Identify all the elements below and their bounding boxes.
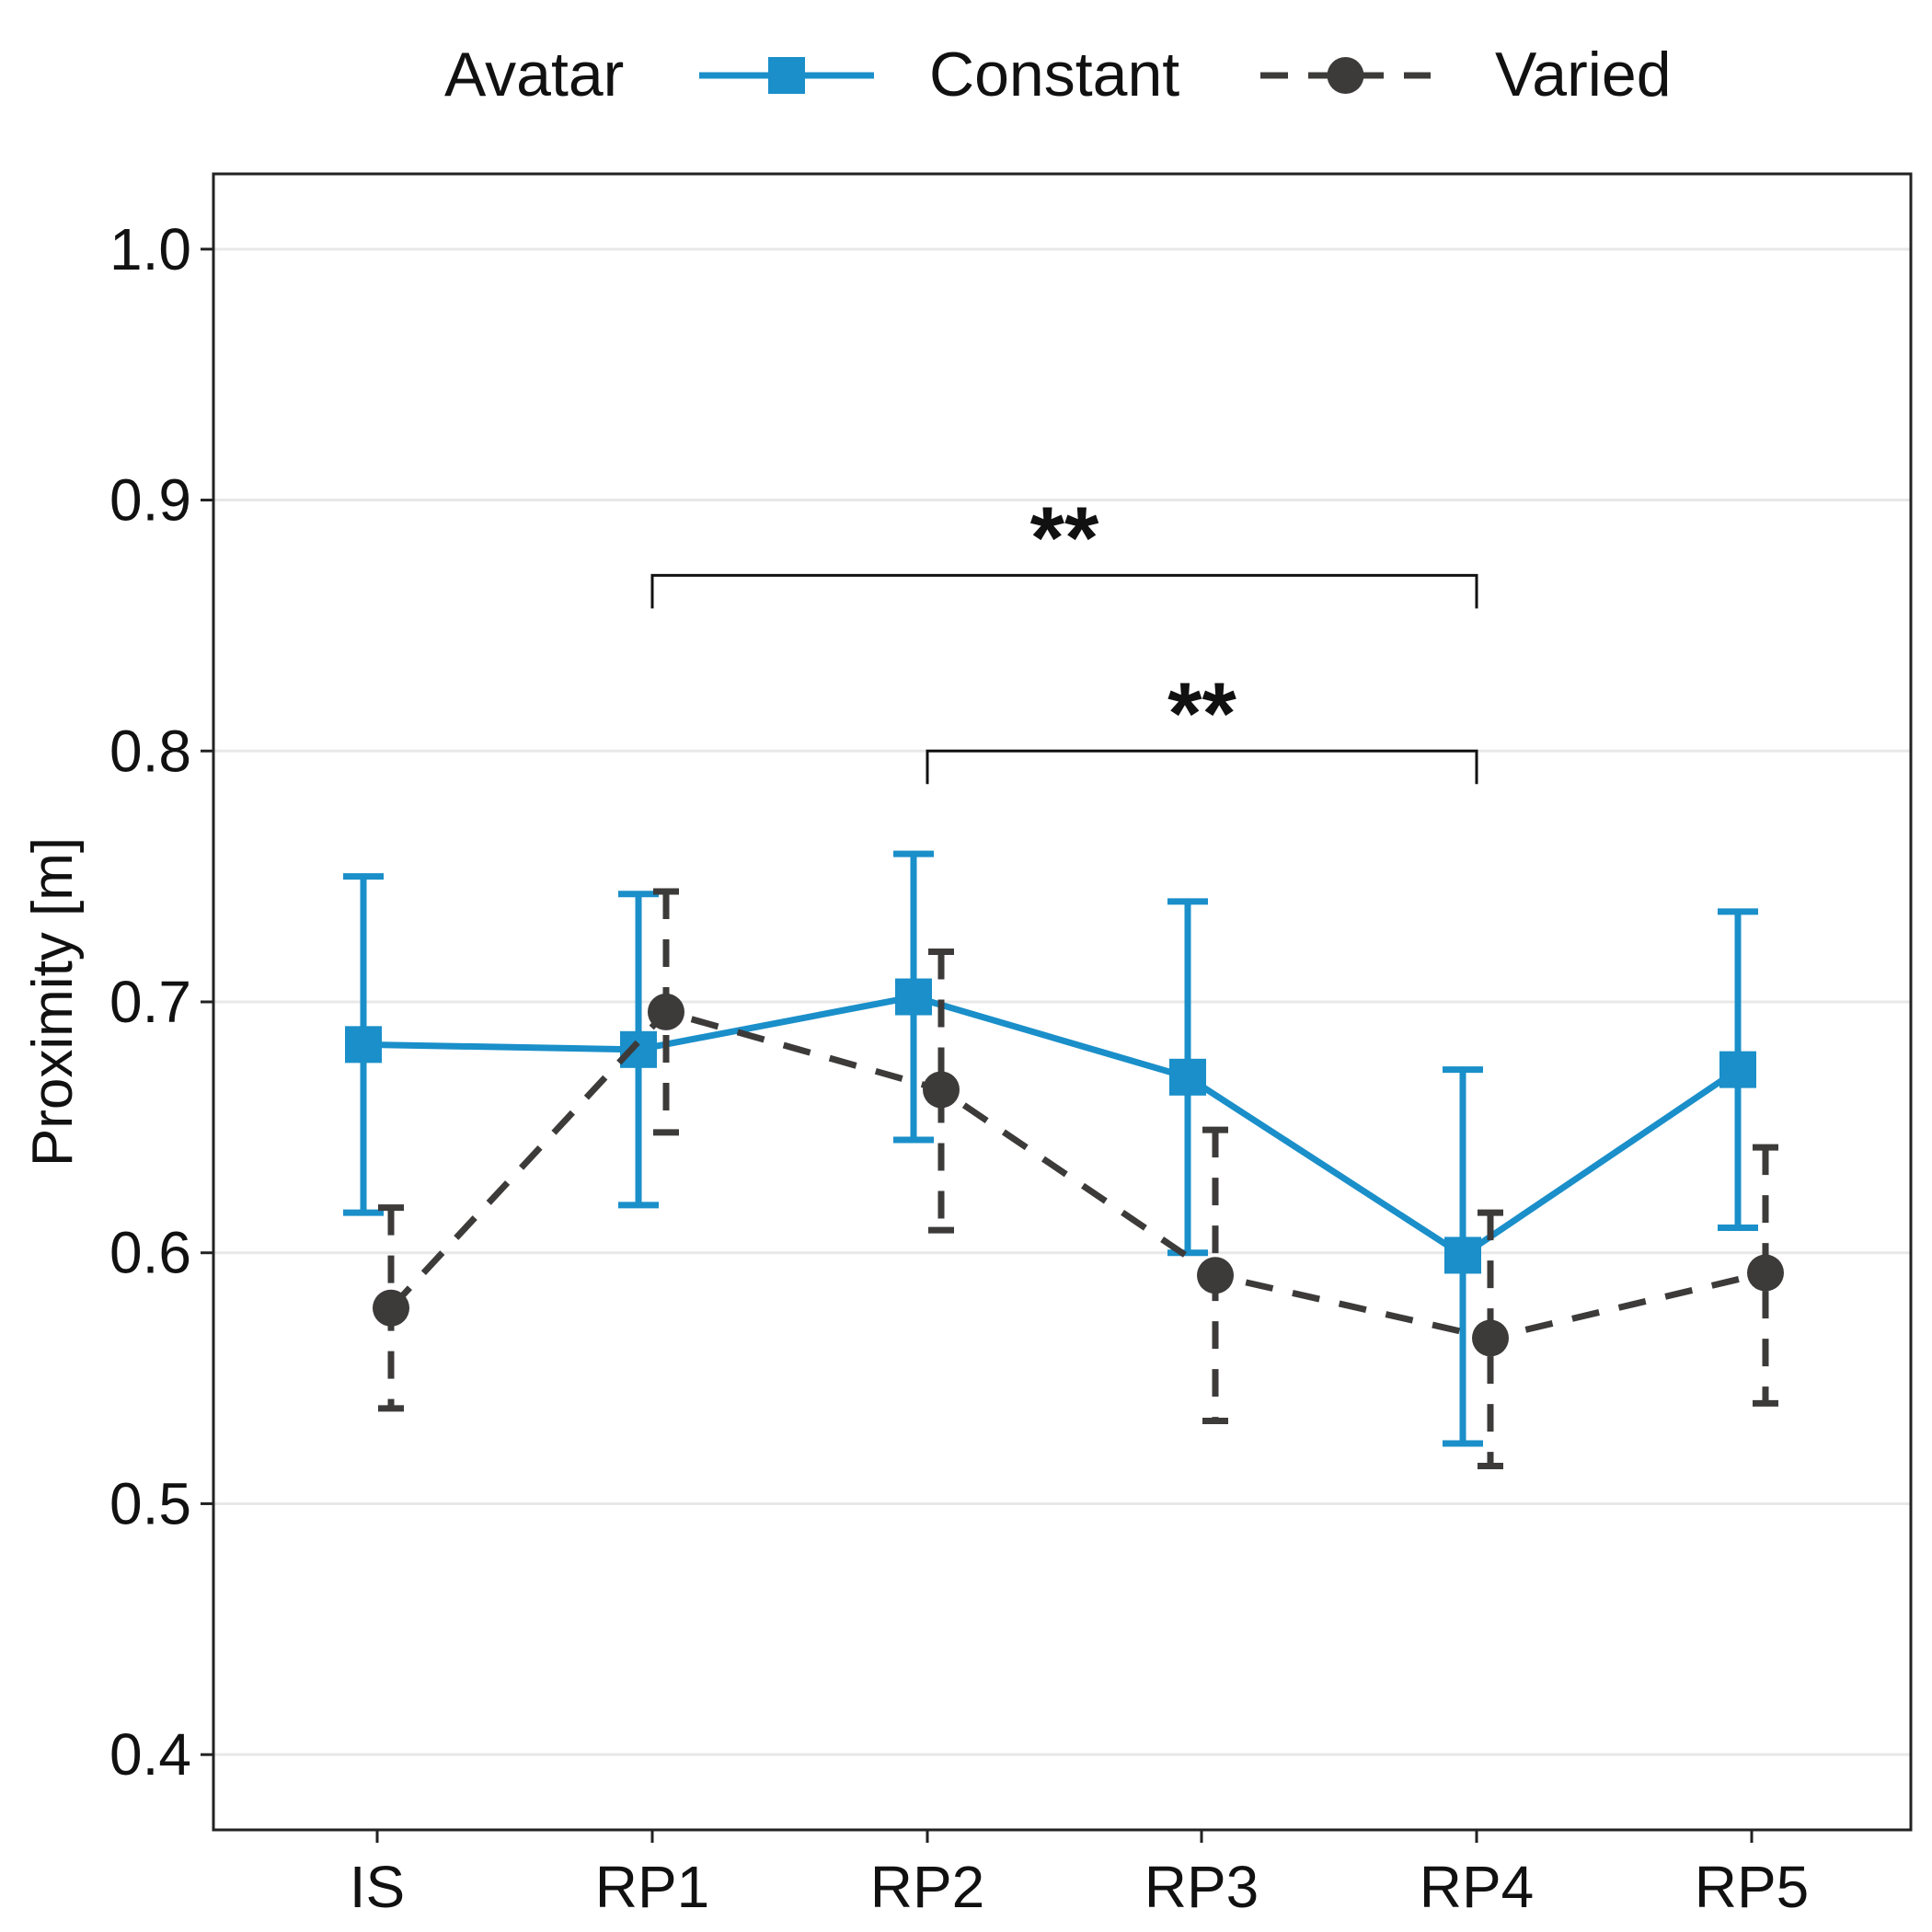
x-tick-label: RP4 (1420, 1854, 1535, 1920)
data-point-varied (1197, 1257, 1234, 1294)
legend: Avatar Constant Varied (444, 40, 1672, 109)
series-constant (343, 850, 1758, 1447)
x-axis: IS RP1 RP2 RP3 RP4 RP5 (350, 1830, 1809, 1920)
data-point-constant (895, 978, 932, 1016)
series-line-constant (362, 994, 1740, 1259)
data-point-constant (620, 1030, 657, 1068)
significance-bracket (650, 573, 1478, 609)
data-point-constant (1169, 1058, 1206, 1096)
significance-label: ** (1030, 489, 1099, 587)
legend-label-varied: Varied (1495, 40, 1672, 109)
series-varied (373, 888, 1784, 1470)
legend-item-constant: Constant (699, 40, 1179, 109)
y-tick-label: 0.7 (109, 969, 191, 1035)
data-point-varied (923, 1071, 960, 1109)
legend-title: Avatar (444, 40, 624, 109)
plot-area: ** ** (212, 172, 1913, 1832)
legend-items: Constant Varied (699, 40, 1672, 109)
data-point-varied (1747, 1254, 1784, 1292)
series-line-varied (388, 1008, 1766, 1341)
significance-annotations: ** ** (650, 489, 1478, 785)
data-point-varied (373, 1289, 409, 1327)
data-point-varied (1472, 1319, 1509, 1357)
y-tick-label: 0.4 (109, 1721, 191, 1788)
significance-label: ** (1167, 664, 1236, 763)
y-tick-label: 0.9 (109, 467, 191, 534)
x-tick-label: RP2 (870, 1854, 985, 1920)
gridlines (213, 247, 1911, 1756)
y-tick-label: 0.5 (109, 1470, 191, 1536)
data-point-constant (1444, 1236, 1481, 1274)
x-tick-label: IS (350, 1854, 405, 1920)
series-layer (343, 850, 1784, 1470)
legend-marker-varied (1327, 57, 1364, 94)
data-point-varied (648, 993, 684, 1030)
legend-label-constant: Constant (929, 40, 1179, 109)
data-point-constant (345, 1026, 382, 1064)
data-point-constant (1719, 1051, 1756, 1088)
legend-item-varied: Varied (1260, 40, 1672, 109)
y-tick-label: 1.0 (109, 216, 191, 282)
y-axis-label: Proximity [m] (21, 837, 85, 1167)
x-tick-label: RP3 (1144, 1854, 1259, 1920)
y-tick-label: 0.8 (109, 718, 191, 784)
y-tick-label: 0.6 (109, 1220, 191, 1286)
legend-marker-constant (768, 57, 805, 94)
x-tick-label: RP5 (1695, 1854, 1810, 1920)
y-axis: 0.4 0.5 0.6 0.7 0.8 0.9 1.0 (109, 216, 213, 1788)
x-tick-label: RP1 (595, 1854, 710, 1920)
significance-bracket (926, 749, 1478, 785)
